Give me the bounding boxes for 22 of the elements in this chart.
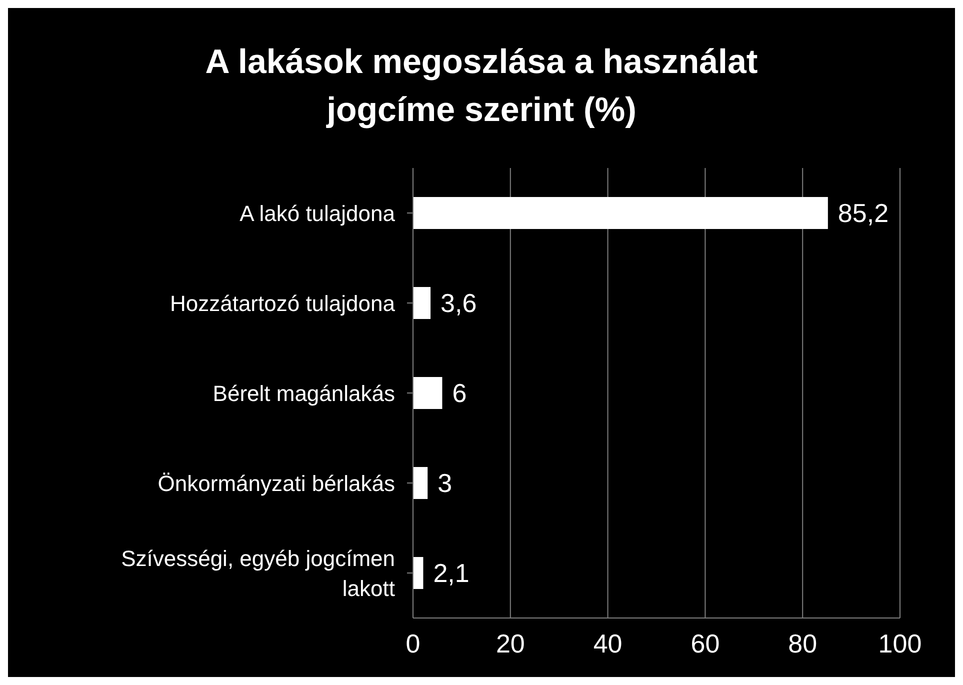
y-tick-label: Bérelt magánlakás <box>212 380 395 406</box>
y-tick-label: Önkormányzati bérlakás <box>158 470 395 496</box>
data-label: 2,1 <box>433 558 470 588</box>
data-label: 3,6 <box>440 288 477 318</box>
y-tick-label: A lakó tulajdona <box>240 200 396 226</box>
bar <box>413 557 424 589</box>
chart-title: A lakások megoszlása a használat jogcíme szerint (%) <box>204 42 759 131</box>
data-label: 6 <box>452 378 467 408</box>
bar <box>413 197 828 229</box>
data-label: 85,2 <box>838 198 889 228</box>
x-tick-label: 40 <box>593 628 622 658</box>
bar <box>413 287 431 319</box>
x-tick-label: 80 <box>788 628 818 658</box>
x-tick-label: 100 <box>878 628 922 658</box>
data-label: 3 <box>438 468 452 498</box>
x-tick-label: 60 <box>690 628 720 658</box>
x-tick-label: 20 <box>496 628 525 658</box>
x-tick-label: 0 <box>406 628 420 658</box>
y-tick-label: Hozzátartozó tulajdona <box>170 290 396 316</box>
bar <box>413 377 442 409</box>
y-tick-label: Szívességi, egyéb jogcímen lakott <box>121 546 395 600</box>
bar <box>413 467 428 499</box>
